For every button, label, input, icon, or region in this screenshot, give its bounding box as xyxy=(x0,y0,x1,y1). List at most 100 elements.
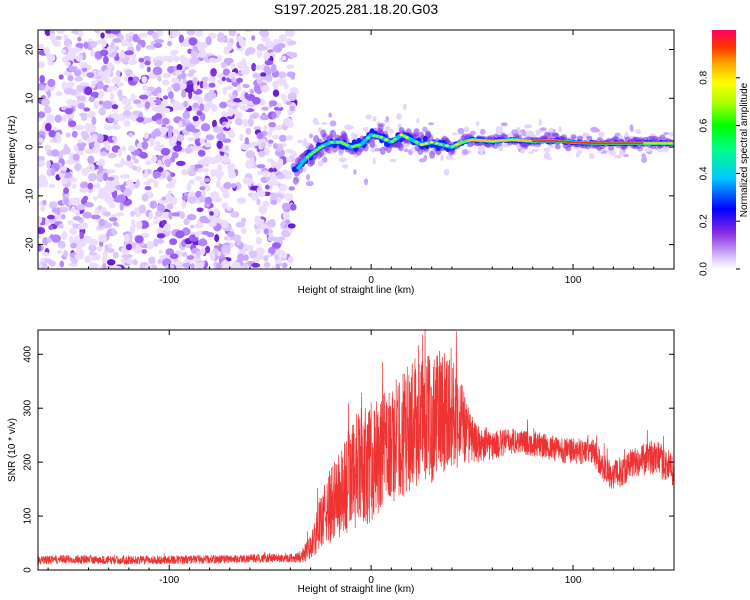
noise-blob xyxy=(92,255,97,261)
noise-blob xyxy=(66,99,75,106)
noise-blob xyxy=(170,50,178,57)
noise-blob xyxy=(240,105,246,110)
noise-blob xyxy=(134,235,144,244)
band-core xyxy=(379,136,384,139)
noise-blob xyxy=(103,195,113,202)
noise-blob xyxy=(93,140,101,150)
noise-blob xyxy=(51,207,57,213)
noise-blob xyxy=(61,213,66,220)
noise-blob xyxy=(79,231,85,240)
noise-blob xyxy=(136,220,143,230)
xtick-label: -100 xyxy=(159,275,179,286)
noise-blob xyxy=(281,252,288,259)
noise-blob xyxy=(174,106,180,111)
noise-blob xyxy=(252,72,261,79)
band-green xyxy=(414,140,419,144)
noise-blob xyxy=(228,72,234,80)
noise-blob xyxy=(236,77,244,83)
noise-blob xyxy=(194,223,204,228)
spectrogram-xlabel: Height of straight line (km) xyxy=(298,285,415,296)
noise-blob xyxy=(108,53,117,58)
noise-blob xyxy=(241,69,250,75)
noise-blob xyxy=(191,95,200,101)
noise-blob xyxy=(105,180,115,186)
halo-blob xyxy=(479,128,486,135)
noise-blob xyxy=(46,114,55,124)
noise-blob xyxy=(55,212,63,221)
noise-blob xyxy=(268,122,277,128)
halo-blob xyxy=(342,164,349,169)
noise-blob xyxy=(122,253,133,259)
band-core xyxy=(655,142,659,145)
noise-blob xyxy=(249,141,260,147)
halo-blob xyxy=(635,128,641,135)
noise-blob xyxy=(50,167,56,176)
noise-blob xyxy=(63,187,70,195)
noise-blob xyxy=(264,60,274,66)
noise-blob xyxy=(88,110,96,119)
noise-blob xyxy=(213,154,223,164)
noise-blob xyxy=(82,211,92,219)
noise-blob xyxy=(252,96,261,105)
noise-blob xyxy=(165,160,171,168)
halo-blob xyxy=(396,113,402,120)
noise-blob xyxy=(183,100,188,107)
noise-blob xyxy=(141,141,149,150)
band-green xyxy=(438,143,443,146)
halo-blob xyxy=(624,131,629,138)
noise-blob xyxy=(130,210,135,217)
noise-blob xyxy=(104,77,111,84)
noise-blob xyxy=(176,160,186,166)
halo-blob xyxy=(475,121,480,127)
noise-blob xyxy=(206,101,214,109)
halo-blob xyxy=(384,126,391,132)
noise-blob xyxy=(247,118,254,127)
noise-blob xyxy=(202,80,208,89)
noise-blob xyxy=(113,180,120,185)
ytick-label: -20 xyxy=(25,237,36,252)
halo-blob xyxy=(416,118,420,124)
band-outer xyxy=(565,146,572,152)
noise-blob xyxy=(159,126,169,133)
noise-blob xyxy=(271,265,277,269)
noise-blob xyxy=(269,180,279,186)
noise-blob xyxy=(266,142,272,148)
noise-blob xyxy=(186,80,194,86)
noise-blob xyxy=(121,258,126,264)
noise-blob xyxy=(47,260,55,265)
noise-blob xyxy=(269,171,278,181)
halo-blob xyxy=(328,112,333,118)
band-green xyxy=(393,137,398,141)
halo-blob xyxy=(518,132,522,136)
noise-blob xyxy=(89,238,99,246)
halo-blob xyxy=(344,124,353,131)
noise-blob xyxy=(144,186,152,191)
noise-blob xyxy=(216,79,224,85)
noise-blob xyxy=(63,197,70,205)
noise-blob xyxy=(240,143,250,151)
noise-blob xyxy=(76,203,86,211)
noise-blob xyxy=(144,101,151,109)
band-outer xyxy=(318,149,325,158)
noise-blob xyxy=(107,153,117,159)
noise-blob xyxy=(38,262,43,269)
noise-blob xyxy=(40,95,46,100)
noise-blob xyxy=(87,182,94,190)
band-core xyxy=(611,142,616,145)
noise-blob xyxy=(47,78,56,88)
noise-blob xyxy=(237,61,247,70)
noise-blob xyxy=(190,50,198,59)
noise-blob xyxy=(288,40,297,46)
noise-blob xyxy=(145,45,156,50)
noise-blob xyxy=(269,100,278,107)
noise-blob xyxy=(75,42,84,49)
halo-blob xyxy=(598,131,605,137)
noise-blob xyxy=(210,169,217,177)
noise-blob xyxy=(127,145,136,153)
noise-blob xyxy=(203,168,209,173)
noise-blob xyxy=(107,117,115,123)
noise-blob xyxy=(267,235,275,242)
noise-blob xyxy=(38,174,47,182)
noise-blob xyxy=(185,124,196,132)
halo-blob xyxy=(622,154,629,158)
